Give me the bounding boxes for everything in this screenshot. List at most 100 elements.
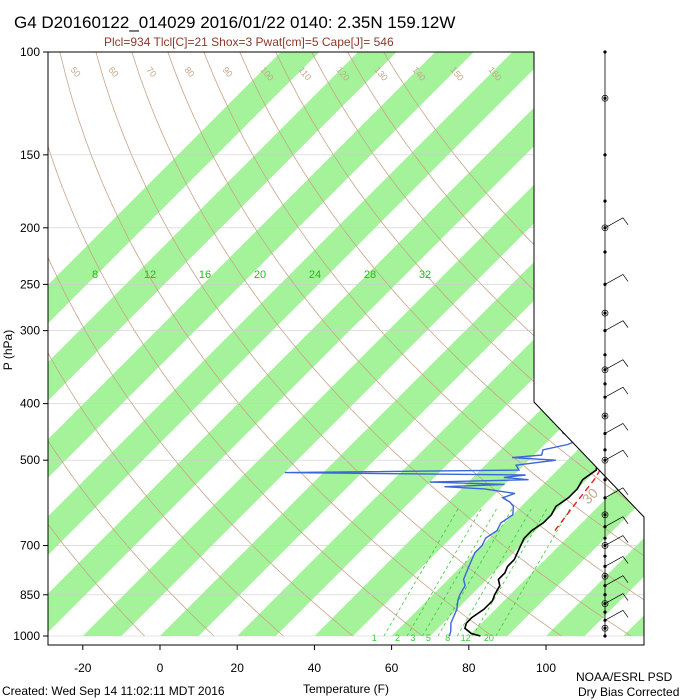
calm-circle [601,572,609,580]
isotherm-band [48,52,629,636]
chart-subtitle: Plcl=934 Tlcl[C]=21 Shox=3 Pwat[cm]=5 Ca… [104,35,394,49]
wind-barb-flag [622,359,629,367]
calm-circle [601,542,609,549]
wind-barb [604,575,624,586]
calm-circle [601,224,609,232]
mixing-ratio-line [456,506,534,637]
isotherm-band [391,52,644,636]
calm-circle [601,511,609,519]
mixing-ratio-lines: 1 2 3 5 8 12 20 [372,506,572,643]
wind-point [603,199,607,203]
y-tick-label: 700 [20,539,40,553]
calm-circle [601,309,609,317]
wind-barb-flag [622,217,629,226]
y-tick-label: 100 [20,45,40,59]
y-tick-label: 150 [20,148,40,162]
mixing-ratio-label: 1 [372,633,377,643]
created-timestamp: Created: Wed Sep 14 11:02:11 MDT 2016 [2,684,225,698]
isotherm-band [48,52,320,636]
wind-barb [604,610,624,621]
wind-barb [604,487,624,499]
wind-point [603,610,607,614]
credit-note: Dry Bias Corrected [578,685,679,699]
wind-point [603,525,607,529]
wind-barb-flag [622,487,629,496]
mixing-ratio-label: 20 [484,633,494,643]
wind-barb-flag [622,423,629,431]
isotherm-label: 0 [549,256,566,273]
x-tick-label: 40 [308,661,322,675]
mixing-ratio-line [495,506,572,637]
calm-circle [601,624,609,632]
wind-barb [604,217,624,229]
plot-frame [47,51,645,646]
y-tick-label: 300 [20,324,40,338]
wind-point [603,536,607,540]
wetbulb-label: 12 [144,269,156,281]
temperature-axis: -20 0 20 40 60 80 100 [74,645,556,675]
mixing-ratio-label: 3 [410,633,415,643]
calm-circle [601,456,609,464]
isotherm-label: 20 [569,407,591,429]
wind-barb [604,449,624,461]
wetbulb-label: 28 [364,269,376,281]
mixing-ratio-label: 2 [395,633,400,643]
wind-point [603,250,607,254]
adiabat-label: 60 [106,65,120,79]
y-tick-label: 1000 [13,629,40,643]
adiabat-label: 70 [144,65,158,79]
wind-barb [604,535,624,546]
wetbulb-label: 20 [254,269,266,281]
wetbulb-label: 16 [199,269,211,281]
x-tick-label: 20 [231,661,245,675]
x-tick-label: 0 [157,661,164,675]
wind-point [603,626,607,630]
pressure-axis: 100 150 200 250 300 400 500 700 850 1000 [13,45,48,643]
wind-barb-flag [622,575,629,583]
calm-circle [601,600,609,607]
wind-point [603,311,607,315]
wind-point [603,353,607,357]
x-tick-label: -20 [74,661,92,675]
wind-point [603,448,607,452]
wind-barb [604,320,624,331]
isotherm-band [48,52,474,636]
isotherm-bands [48,52,644,636]
x-tick-label: 80 [462,661,476,675]
y-tick-label: 250 [20,277,40,291]
wetbulb-label: 24 [309,269,321,281]
adiabat-label: 50 [68,65,82,79]
y-tick-label: 200 [20,221,40,235]
calm-circle [601,412,609,420]
wind-point [603,593,607,597]
calm-circle [601,366,609,374]
wind-point [603,50,607,54]
wetbulb-label: 32 [419,269,431,281]
isotherm-band [48,52,551,636]
temperature-trace [463,193,644,637]
wind-barb [604,274,624,285]
mixing-ratio-label: 5 [426,633,431,643]
chart-title: G4 D20160122_014029 2016/01/22 0140: 2.3… [14,13,455,32]
wind-barb-flag [622,386,629,395]
isotherm-label: 30 [579,485,601,507]
calm-circle [601,94,609,102]
isotherm-label: -10 [539,169,565,195]
wind-barb [604,386,624,398]
wind-barb [604,593,624,604]
mixing-ratio-line [437,506,514,637]
wind-barb-flag [622,556,629,564]
wind-barb [604,516,624,528]
wind-barb-flag [622,274,629,282]
wind-point [603,478,607,482]
wind-point [603,153,607,157]
wind-point [603,96,607,100]
x-tick-label: 100 [536,661,556,675]
wind-barb-flag [622,516,629,524]
wind-point [603,414,607,418]
wind-point [603,584,607,588]
wind-point [603,634,607,638]
wind-barb [604,423,624,434]
credit-org: NOAA/ESRL PSD [576,670,673,684]
